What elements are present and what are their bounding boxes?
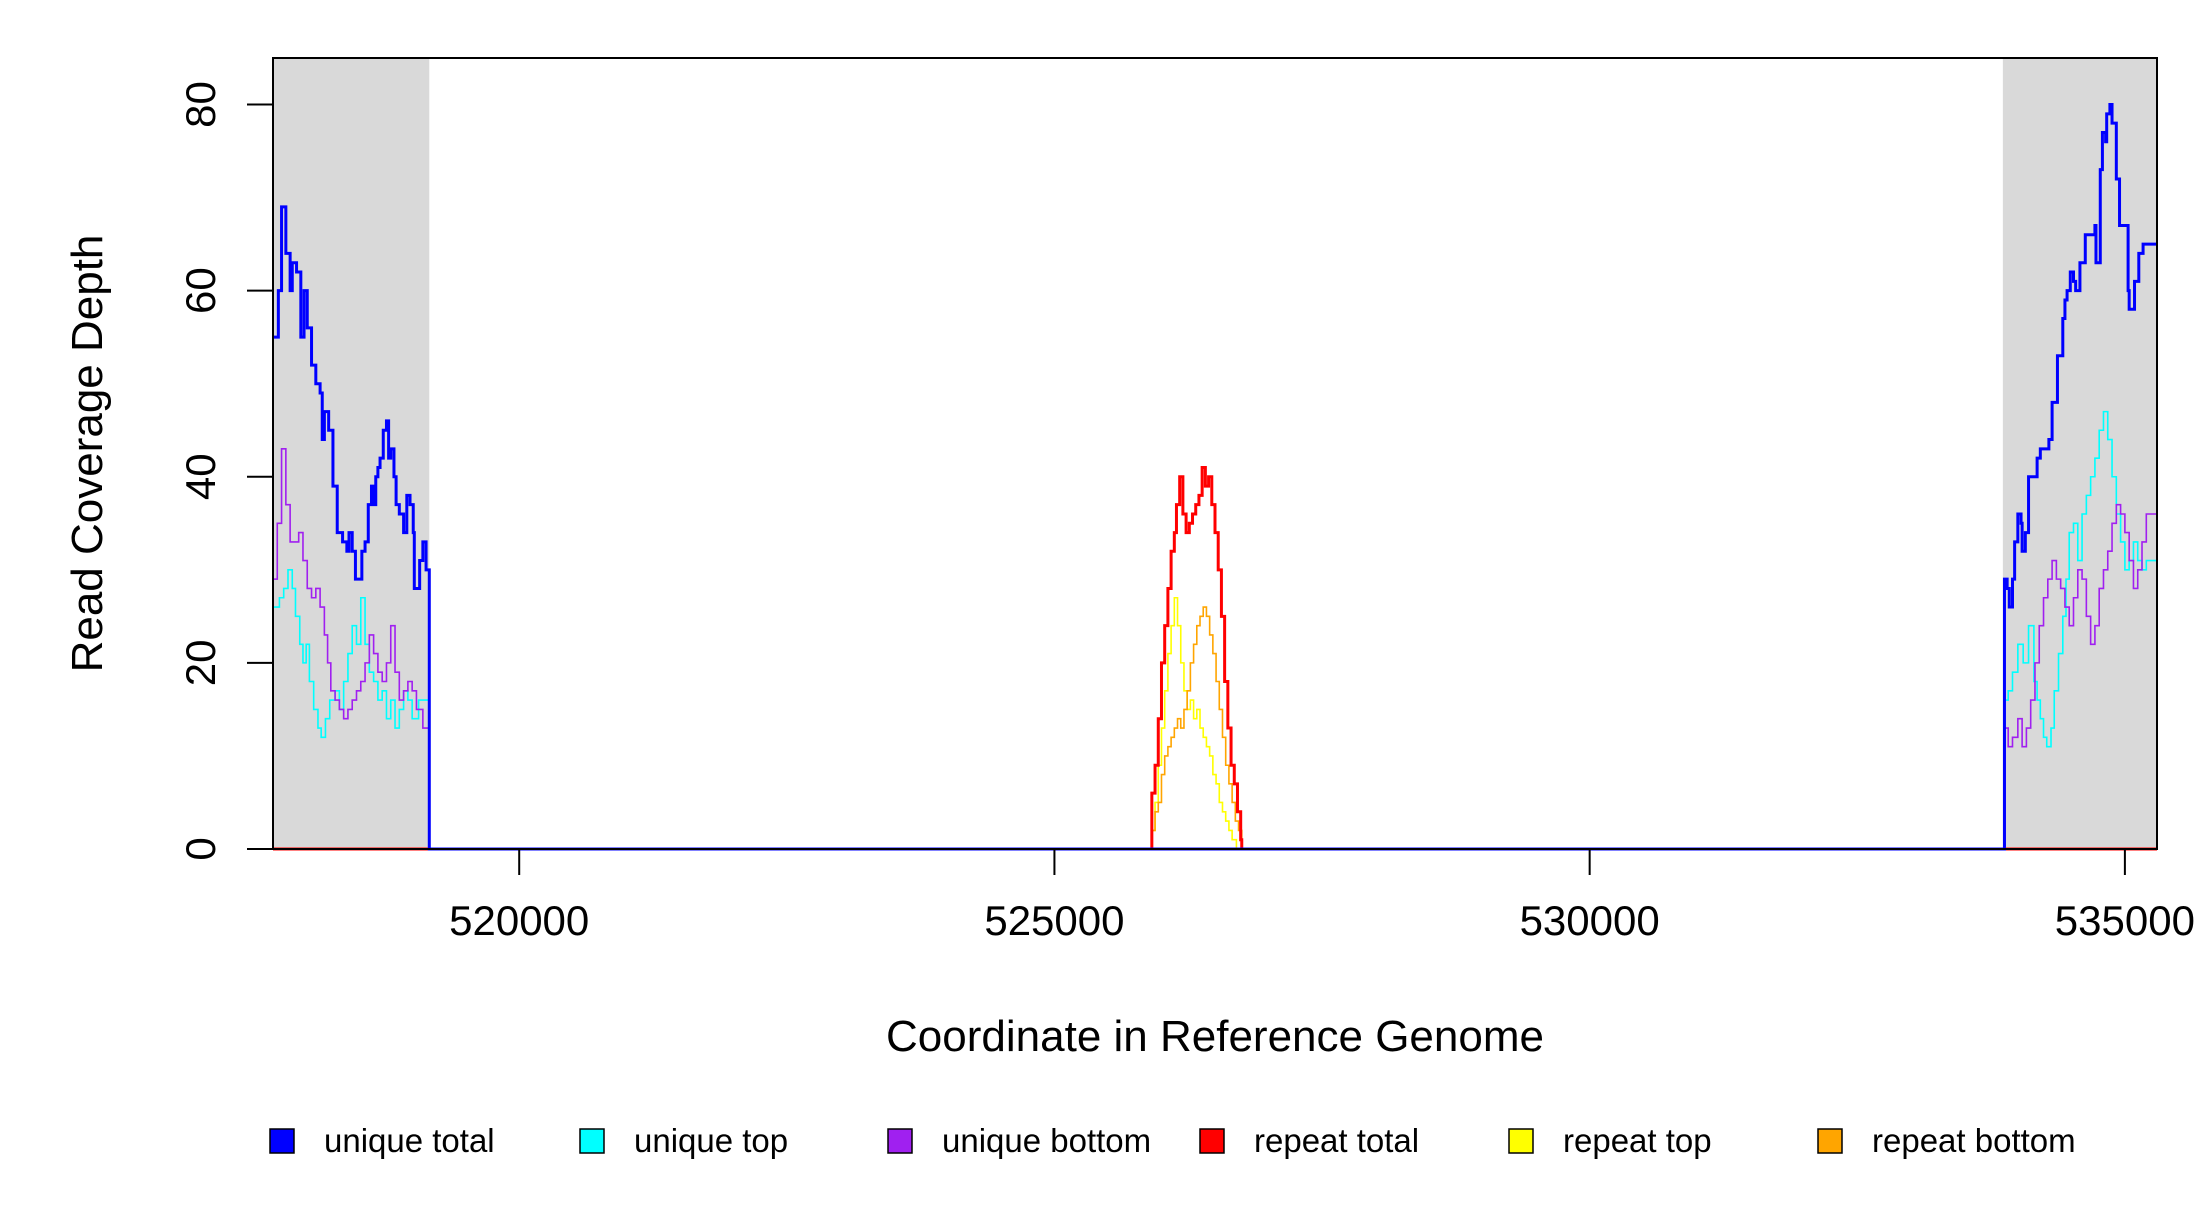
y-tick-label-3: 60 <box>177 267 224 314</box>
x-tick-label-3: 535000 <box>2055 897 2195 944</box>
series-line-repeat-top <box>273 596 2157 850</box>
shaded-regions-layer <box>273 58 2157 849</box>
legend-label-repeat-top: repeat top <box>1563 1122 1712 1159</box>
legend-swatch-repeat-bottom <box>1817 1128 1843 1154</box>
x-tick-label-1: 525000 <box>984 897 1124 944</box>
legend-swatch-unique-top <box>579 1128 605 1154</box>
legend-label-repeat-bottom: repeat bottom <box>1872 1122 2076 1159</box>
legend-label-unique-bottom: unique bottom <box>942 1122 1151 1159</box>
series-line-repeat-bottom <box>273 606 2157 850</box>
x-axis-label: Coordinate in Reference Genome <box>886 1012 1544 1061</box>
y-tick-label-1: 20 <box>177 640 224 687</box>
legend-swatch-unique-bottom <box>887 1128 913 1154</box>
legend-label-repeat-total: repeat total <box>1254 1122 1419 1159</box>
legend-swatch-repeat-top <box>1508 1128 1534 1154</box>
series-line-repeat-total <box>273 465 2157 851</box>
y-tick-label-4: 80 <box>177 81 224 128</box>
legend-swatch-repeat-total <box>1199 1128 1225 1154</box>
series-line-unique-total <box>273 103 2157 851</box>
legend: unique total unique top unique bottom repea… <box>269 1122 2076 1159</box>
series-layer <box>273 103 2158 851</box>
y-tick-label-0: 0 <box>177 837 224 860</box>
legend-swatch-unique-total <box>269 1128 295 1154</box>
legend-label-unique-total: unique total <box>324 1122 495 1159</box>
series-line-unique-top <box>273 410 2158 850</box>
legend-label-unique-top: unique top <box>634 1122 788 1159</box>
shaded-region-2 <box>2002 58 2157 849</box>
plot-frame <box>272 57 2158 850</box>
shaded-region-1 <box>273 58 430 849</box>
x-tick-label-2: 530000 <box>1520 897 1660 944</box>
y-axis-label: Read Coverage Depth <box>63 235 112 673</box>
y-tick-label-2: 40 <box>177 453 224 500</box>
x-tick-label-0: 520000 <box>449 897 589 944</box>
